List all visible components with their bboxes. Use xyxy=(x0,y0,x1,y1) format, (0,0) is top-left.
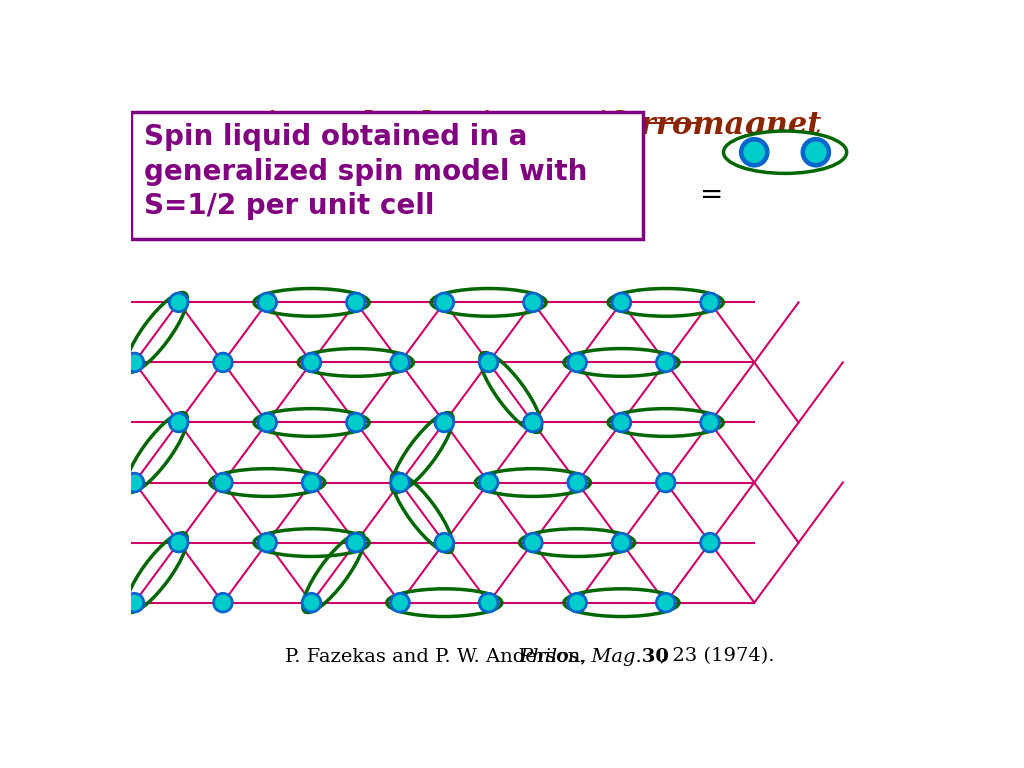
Circle shape xyxy=(216,356,230,369)
Circle shape xyxy=(611,412,632,432)
Circle shape xyxy=(393,595,408,610)
Circle shape xyxy=(304,595,318,610)
Circle shape xyxy=(567,593,587,613)
Circle shape xyxy=(171,295,186,310)
Circle shape xyxy=(611,293,632,313)
Circle shape xyxy=(570,595,585,610)
Circle shape xyxy=(127,475,141,490)
Circle shape xyxy=(655,593,676,613)
Circle shape xyxy=(523,293,543,313)
Circle shape xyxy=(481,356,496,369)
Circle shape xyxy=(523,412,543,432)
Circle shape xyxy=(393,356,408,369)
Circle shape xyxy=(739,137,769,167)
Circle shape xyxy=(437,415,452,430)
Text: Philos. Mag.: Philos. Mag. xyxy=(519,647,642,666)
Circle shape xyxy=(434,532,455,553)
Circle shape xyxy=(301,353,322,372)
Text: , 23 (1974).: , 23 (1974). xyxy=(660,647,775,666)
Circle shape xyxy=(393,475,408,490)
Circle shape xyxy=(346,293,366,313)
Circle shape xyxy=(525,415,540,430)
Text: 30: 30 xyxy=(635,647,669,666)
Text: =: = xyxy=(700,180,724,209)
Circle shape xyxy=(127,356,141,369)
Circle shape xyxy=(213,593,233,613)
Circle shape xyxy=(213,353,233,372)
Circle shape xyxy=(260,295,274,310)
Circle shape xyxy=(702,415,717,430)
Circle shape xyxy=(260,535,274,550)
Circle shape xyxy=(348,295,362,310)
Circle shape xyxy=(346,412,366,432)
Text: P. Fazekas and P. W. Anderson,: P. Fazekas and P. W. Anderson, xyxy=(285,647,592,666)
Circle shape xyxy=(348,535,362,550)
Circle shape xyxy=(567,472,587,492)
Circle shape xyxy=(390,593,410,613)
Circle shape xyxy=(437,535,452,550)
Circle shape xyxy=(614,415,629,430)
Circle shape xyxy=(257,532,278,553)
Text: Spin liquid obtained in a
generalized spin model with
S=1/2 per unit cell: Spin liquid obtained in a generalized sp… xyxy=(144,123,588,220)
Circle shape xyxy=(525,535,540,550)
Circle shape xyxy=(702,295,717,310)
Circle shape xyxy=(124,593,144,613)
Circle shape xyxy=(437,295,452,310)
Circle shape xyxy=(213,472,233,492)
Circle shape xyxy=(481,595,496,610)
Circle shape xyxy=(216,475,230,490)
Circle shape xyxy=(614,295,629,310)
Circle shape xyxy=(260,415,274,430)
Ellipse shape xyxy=(724,131,847,174)
Circle shape xyxy=(304,475,318,490)
Text: Triangular lattice antiferromagnet: Triangular lattice antiferromagnet xyxy=(228,110,821,141)
Circle shape xyxy=(304,356,318,369)
Circle shape xyxy=(700,412,720,432)
Circle shape xyxy=(614,535,629,550)
Circle shape xyxy=(525,295,540,310)
FancyBboxPatch shape xyxy=(131,112,643,239)
Circle shape xyxy=(171,535,186,550)
Circle shape xyxy=(390,472,410,492)
Circle shape xyxy=(171,415,186,430)
Circle shape xyxy=(655,353,676,372)
Circle shape xyxy=(434,293,455,313)
Circle shape xyxy=(216,595,230,610)
Circle shape xyxy=(478,593,499,613)
Circle shape xyxy=(523,532,543,553)
Circle shape xyxy=(124,353,144,372)
Circle shape xyxy=(700,293,720,313)
Circle shape xyxy=(700,532,720,553)
Circle shape xyxy=(301,593,322,613)
Circle shape xyxy=(702,535,717,550)
Circle shape xyxy=(478,353,499,372)
Circle shape xyxy=(257,293,278,313)
Circle shape xyxy=(169,412,188,432)
Circle shape xyxy=(127,595,141,610)
Circle shape xyxy=(481,475,496,490)
Circle shape xyxy=(169,293,188,313)
Circle shape xyxy=(611,532,632,553)
Circle shape xyxy=(658,475,673,490)
Circle shape xyxy=(806,142,826,162)
Circle shape xyxy=(124,472,144,492)
Circle shape xyxy=(570,356,585,369)
Circle shape xyxy=(434,412,455,432)
Circle shape xyxy=(801,137,830,167)
Circle shape xyxy=(744,142,764,162)
Circle shape xyxy=(346,532,366,553)
Circle shape xyxy=(567,353,587,372)
Circle shape xyxy=(257,412,278,432)
Circle shape xyxy=(658,356,673,369)
Circle shape xyxy=(348,415,362,430)
Circle shape xyxy=(478,472,499,492)
Circle shape xyxy=(301,472,322,492)
Circle shape xyxy=(658,595,673,610)
Circle shape xyxy=(390,353,410,372)
Circle shape xyxy=(655,472,676,492)
Circle shape xyxy=(169,532,188,553)
Circle shape xyxy=(570,475,585,490)
